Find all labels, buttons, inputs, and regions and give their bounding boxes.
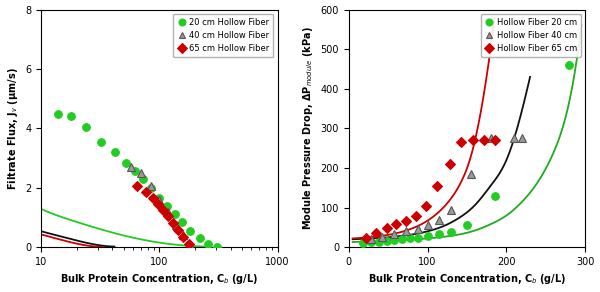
Y-axis label: Filtrate Flux, J$_v$ (μm/s): Filtrate Flux, J$_v$ (μm/s) (5, 67, 20, 190)
Legend: 20 cm Hollow Fiber, 40 cm Hollow Fiber, 65 cm Hollow Fiber: 20 cm Hollow Fiber, 40 cm Hollow Fiber, … (173, 14, 274, 58)
Y-axis label: Module Pressure Drop, ΔP$_{module}$ (kPa): Module Pressure Drop, ΔP$_{module}$ (kPa… (301, 27, 315, 230)
Legend: Hollow Fiber 20 cm, Hollow Fiber 40 cm, Hollow Fiber 65 cm: Hollow Fiber 20 cm, Hollow Fiber 40 cm, … (481, 14, 581, 58)
X-axis label: Bulk Protein Concentration, C$_b$ (g/L): Bulk Protein Concentration, C$_b$ (g/L) (60, 272, 259, 286)
X-axis label: Bulk Protein Concentration, C$_b$ (g/L): Bulk Protein Concentration, C$_b$ (g/L) (368, 272, 566, 286)
